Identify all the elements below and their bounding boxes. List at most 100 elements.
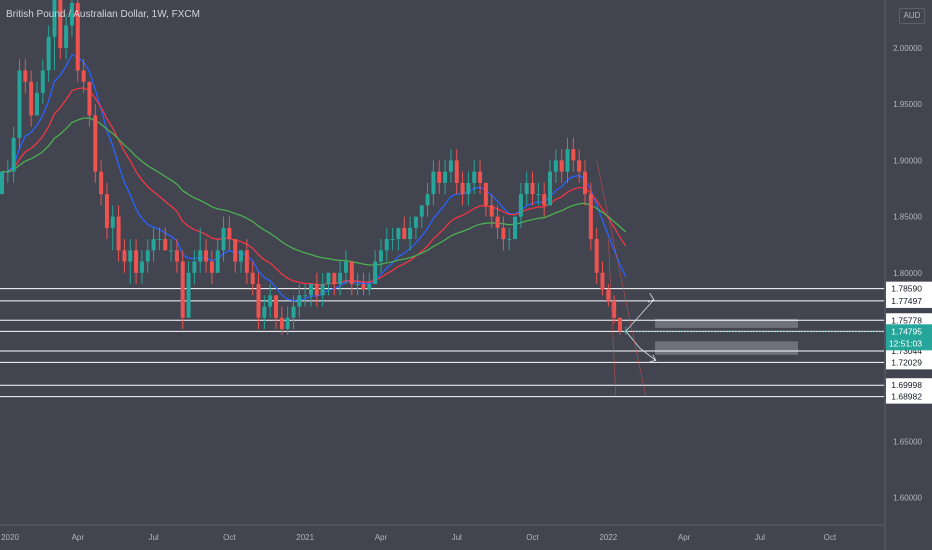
x-tick-label: Jul <box>755 533 765 542</box>
candle-body <box>104 194 109 228</box>
candle-body <box>507 239 512 241</box>
trend-channel-line <box>596 160 647 397</box>
time-axis[interactable]: 2020 Apr Jul Oct 2021 Apr Jul Oct 2022 Apr Jul Oct <box>0 524 885 542</box>
candle-body <box>419 205 424 217</box>
candle-body <box>577 160 582 172</box>
x-tick-label: Apr <box>678 533 691 542</box>
candle-body <box>501 227 506 240</box>
candle-body <box>87 81 92 116</box>
candle-body <box>198 250 203 262</box>
candle-body <box>99 171 104 195</box>
candle-body <box>617 317 622 332</box>
candle-body <box>583 171 587 195</box>
candle-body <box>606 289 611 301</box>
candle-body <box>600 272 605 290</box>
candle-body <box>204 250 209 262</box>
candle-body <box>355 284 360 286</box>
candle-body <box>268 295 273 307</box>
candle-body <box>513 216 518 240</box>
candle-body <box>396 227 401 240</box>
y-tick-label: 1.80000 <box>893 269 922 278</box>
candle-body <box>384 239 389 251</box>
candle-body <box>69 3 74 26</box>
candle-body <box>17 70 22 138</box>
candle-body <box>0 171 4 195</box>
x-tick-label: Oct <box>223 533 236 542</box>
x-tick-label: Jul <box>148 533 158 542</box>
candle-body <box>326 272 331 285</box>
candle-body <box>553 160 558 172</box>
candle-body <box>46 36 51 71</box>
candle-body <box>110 216 115 228</box>
candle-body <box>303 295 308 297</box>
level-label-box <box>886 378 932 393</box>
trend-channel-line <box>607 239 617 397</box>
candle-body <box>233 239 238 262</box>
candle-body <box>483 182 488 206</box>
projection-down <box>625 330 657 361</box>
chart-title: British Pound / Australian Dollar, 1W, F… <box>6 9 200 20</box>
candle-body <box>75 3 80 71</box>
candle-body <box>215 250 220 273</box>
x-tick-label: Apr <box>72 533 85 542</box>
candle-body <box>454 160 459 183</box>
price-axis[interactable]: 2.00000 1.95000 1.90000 1.85000 1.80000 1.650… <box>884 0 932 550</box>
candle-body <box>239 250 244 262</box>
candle-body <box>122 250 127 262</box>
candle-body <box>11 137 16 172</box>
candle-body <box>285 317 290 329</box>
candle-body <box>58 0 63 49</box>
candle-body <box>186 272 191 318</box>
projection-drawings <box>596 160 657 397</box>
candle-body <box>279 317 284 329</box>
candle-body <box>431 171 436 195</box>
candle-body <box>466 182 471 195</box>
candle-body <box>169 250 174 252</box>
current-price-value: 1.74795 <box>891 326 922 336</box>
candle-body <box>320 284 325 296</box>
ema-slow-line <box>2 117 627 266</box>
level-label: 1.75778 <box>891 315 922 325</box>
x-tick-label: Apr <box>375 533 388 542</box>
candle-body <box>93 115 98 172</box>
candle-body <box>221 227 226 251</box>
countdown-timer: 12:51:03 <box>889 338 922 348</box>
candle-body <box>478 171 483 183</box>
candle-body <box>390 239 395 241</box>
candle-body <box>128 250 133 262</box>
candle-body <box>314 284 319 296</box>
candle-body <box>402 227 407 240</box>
candle-body <box>460 182 465 195</box>
x-tick-label: 2022 <box>599 533 617 542</box>
candle-body <box>180 261 185 318</box>
price-zone <box>655 341 798 355</box>
level-label: 1.69998 <box>891 380 922 390</box>
candle-body <box>250 272 255 285</box>
candle-body <box>64 25 69 48</box>
candle-body <box>437 171 442 183</box>
candle-body <box>413 216 418 228</box>
candle-body <box>571 149 576 161</box>
candle-body <box>227 227 232 240</box>
candle-body <box>425 194 430 206</box>
level-label-box <box>886 313 932 328</box>
candle-body <box>29 81 34 116</box>
x-tick-label: Oct <box>526 533 539 542</box>
x-tick-label: 2020 <box>1 533 19 542</box>
level-label-box <box>886 281 932 296</box>
candle-body <box>34 92 39 116</box>
candle-body <box>274 295 279 318</box>
level-label: 1.68982 <box>891 392 922 402</box>
currency-badge[interactable]: AUD <box>899 8 925 24</box>
candles-layer <box>0 0 628 335</box>
projection-up-arrowhead <box>647 292 655 303</box>
projection-down-arrowhead <box>649 354 657 362</box>
candle-body <box>262 306 267 318</box>
level-label: 1.77497 <box>891 296 922 306</box>
candle-body <box>40 70 45 93</box>
candle-body <box>594 239 599 273</box>
candle-body <box>297 295 302 307</box>
candle-body <box>373 261 378 285</box>
